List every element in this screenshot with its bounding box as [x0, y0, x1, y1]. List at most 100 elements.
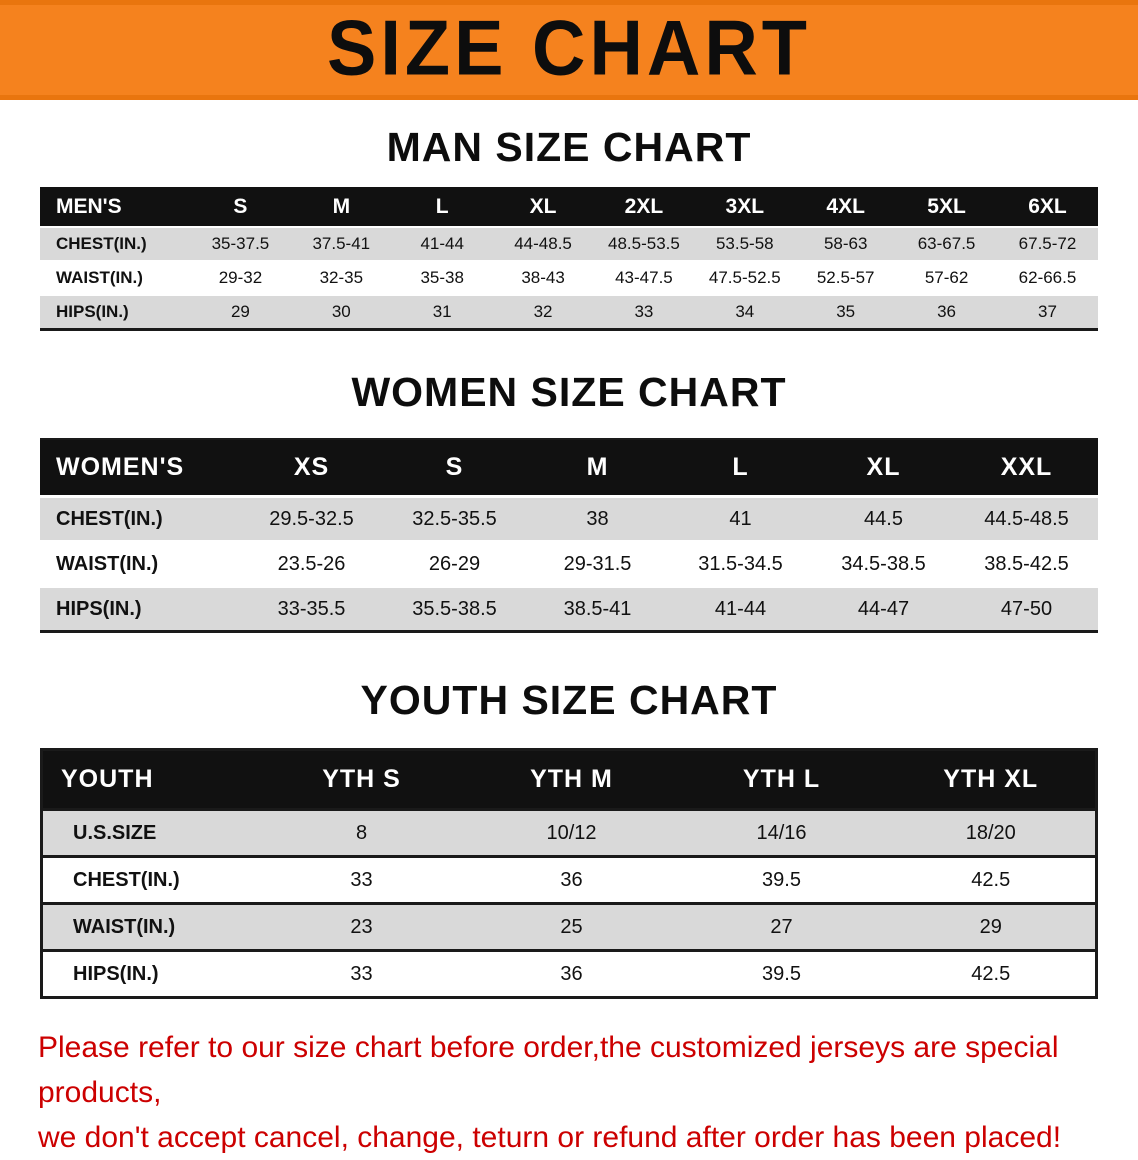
row-label-cell: WAIST(IN.) — [56, 268, 143, 287]
value-cell: 44-47 — [857, 597, 910, 620]
value-cell: 53.5-58 — [715, 234, 774, 253]
size-column-header: S — [383, 438, 526, 497]
value-cell: 42.5 — [971, 962, 1011, 985]
table-row: WAIST(IN.) 23.5-26 26-29 29-31.5 31.5-34.5 34… — [40, 541, 1098, 587]
men-table-head: MEN'S S M L XL 2XL 3XL 4XL 5XL 6XL — [40, 187, 1098, 227]
value-cell: 35-38 — [420, 268, 464, 287]
value-cell: 18/20 — [965, 821, 1016, 844]
size-column-header: 5XL — [896, 187, 997, 227]
order-notice-line-2: we don't accept cancel, change, teturn o… — [38, 1121, 1062, 1154]
value-cell: 23.5-26 — [277, 552, 346, 575]
row-label-cell: HIPS(IN.) — [56, 597, 142, 620]
size-column-header: XXL — [955, 438, 1098, 497]
value-cell: 57-62 — [924, 268, 969, 287]
women-table-body: CHEST(IN.) 29.5-32.5 32.5-35.5 38 41 44.5 44.5… — [40, 496, 1098, 632]
youth-size-table: YOUTH YTH S YTH M YTH L YTH XL U.S.SIZE 8 10/1… — [40, 748, 1098, 999]
value-cell: 27 — [770, 915, 793, 938]
value-cell: 10/12 — [546, 821, 597, 844]
value-cell: 29 — [230, 301, 250, 321]
row-label-column-header: WOMEN'S — [40, 438, 240, 497]
value-cell: 14/16 — [756, 821, 807, 844]
value-cell: 33 — [350, 962, 373, 985]
size-column-header: L — [669, 438, 812, 497]
value-cell: 25 — [560, 915, 583, 938]
size-column-header: 4XL — [795, 187, 897, 227]
value-cell: 38.5-42.5 — [984, 552, 1069, 575]
value-cell: 43-47.5 — [615, 268, 673, 287]
men-size-table: MEN'S S M L XL 2XL 3XL 4XL 5XL 6XL CHEST(IN.) 35-3… — [40, 187, 1098, 331]
value-cell: 44.5-48.5 — [984, 507, 1069, 530]
table-row: CHEST(IN.) 29.5-32.5 32.5-35.5 38 41 44.5 44.5… — [40, 496, 1098, 542]
women-size-table: WOMEN'S XS S M L XL XXL CHEST(IN.) 29.5-32.5 32.… — [40, 437, 1098, 633]
row-label-cell: CHEST(IN.) — [73, 868, 180, 891]
table-row: HIPS(IN.) 33 36 39.5 42.5 — [41, 950, 1097, 998]
value-cell: 30 — [331, 301, 351, 321]
value-cell: 35.5-38.5 — [412, 597, 497, 620]
size-column-header: YTH L — [676, 749, 887, 810]
value-cell: 39.5 — [762, 868, 801, 891]
value-cell: 8 — [355, 821, 368, 844]
size-column-header: YTH M — [466, 749, 677, 810]
row-label-cell: WAIST(IN.) — [56, 552, 159, 575]
table-row: HIPS(IN.) 33-35.5 35.5-38.5 38.5-41 41-44 44-… — [40, 586, 1098, 632]
row-label-cell: CHEST(IN.) — [56, 234, 147, 253]
row-label-cell: CHEST(IN.) — [56, 507, 163, 530]
value-cell: 32 — [533, 301, 553, 321]
value-cell: 23 — [350, 915, 373, 938]
value-cell: 29-31.5 — [563, 552, 632, 575]
value-cell: 36 — [560, 868, 583, 891]
youth-table-wrap: YOUTH YTH S YTH M YTH L YTH XL U.S.SIZE 8 10/1… — [40, 748, 1098, 999]
value-cell: 38 — [586, 507, 609, 530]
row-label-cell: HIPS(IN.) — [56, 301, 129, 321]
size-column-header: 2XL — [593, 187, 695, 227]
value-cell: 33-35.5 — [277, 597, 346, 620]
value-cell: 32-35 — [319, 268, 364, 287]
youth-size-section: YOUTH SIZE CHART YOUTH YTH S YTH M YTH L YTH… — [0, 677, 1138, 999]
value-cell: 39.5 — [762, 962, 801, 985]
women-size-section: WOMEN SIZE CHART WOMEN'S XS S M L XL XXL CHEST… — [0, 369, 1138, 633]
men-size-section: MAN SIZE CHART MEN'S S M L XL 2XL 3XL 4XL 5XL 6XL… — [0, 124, 1138, 331]
row-label-cell: WAIST(IN.) — [73, 915, 176, 938]
table-header-row: WOMEN'S XS S M L XL XXL — [40, 438, 1098, 497]
men-table-body: CHEST(IN.) 35-37.5 37.5-41 41-44 44-48.5 48.5… — [40, 227, 1098, 329]
value-cell: 37 — [1038, 301, 1057, 321]
table-header-row: YOUTH YTH S YTH M YTH L YTH XL — [41, 749, 1097, 810]
value-cell: 36 — [937, 301, 957, 321]
youth-table-head: YOUTH YTH S YTH M YTH L YTH XL — [41, 749, 1097, 810]
value-cell: 47.5-52.5 — [708, 268, 781, 287]
size-column-header: YTH XL — [886, 749, 1097, 810]
table-header-row: MEN'S S M L XL 2XL 3XL 4XL 5XL 6XL — [40, 187, 1098, 227]
value-cell: 42.5 — [971, 868, 1011, 891]
size-column-header: XS — [240, 438, 383, 497]
value-cell: 29 — [979, 915, 1002, 938]
value-cell: 34 — [735, 301, 755, 321]
value-cell: 38.5-41 — [563, 597, 632, 620]
value-cell: 33 — [634, 301, 654, 321]
men-table-wrap: MEN'S S M L XL 2XL 3XL 4XL 5XL 6XL CHEST(IN.) 35-3… — [40, 187, 1098, 331]
value-cell: 35-37.5 — [211, 234, 270, 253]
size-column-header: XL — [492, 187, 594, 227]
value-cell: 32.5-35.5 — [412, 507, 497, 530]
youth-section-title: YOUTH SIZE CHART — [360, 677, 778, 723]
value-cell: 44.5 — [864, 507, 903, 530]
value-cell: 41-44 — [714, 597, 767, 620]
table-row: U.S.SIZE 8 10/12 14/16 18/20 — [41, 809, 1097, 857]
table-row: HIPS(IN.) 29 30 31 32 33 34 35 36 37 — [40, 295, 1098, 329]
size-column-header: M — [290, 187, 392, 227]
table-row: CHEST(IN.) 33 36 39.5 42.5 — [41, 856, 1097, 904]
value-cell: 67.5-72 — [1018, 234, 1077, 253]
women-table-wrap: WOMEN'S XS S M L XL XXL CHEST(IN.) 29.5-32.5 32.… — [40, 437, 1098, 633]
table-row: WAIST(IN.) 29-32 32-35 35-38 38-43 43-47.5 47.… — [40, 261, 1098, 295]
value-cell: 47-50 — [1000, 597, 1053, 620]
size-column-header: M — [526, 438, 669, 497]
order-notice-line-1: Please refer to our size chart before or… — [38, 1031, 1059, 1109]
value-cell: 34.5-38.5 — [841, 552, 926, 575]
value-cell: 36 — [560, 962, 583, 985]
value-cell: 37.5-41 — [312, 234, 371, 253]
value-cell: 29.5-32.5 — [269, 507, 354, 530]
value-cell: 52.5-57 — [816, 268, 875, 287]
value-cell: 41 — [729, 507, 752, 530]
page-title: SIZE CHART — [327, 3, 811, 92]
row-label-column-header: YOUTH — [41, 749, 257, 810]
value-cell: 31 — [432, 301, 452, 321]
